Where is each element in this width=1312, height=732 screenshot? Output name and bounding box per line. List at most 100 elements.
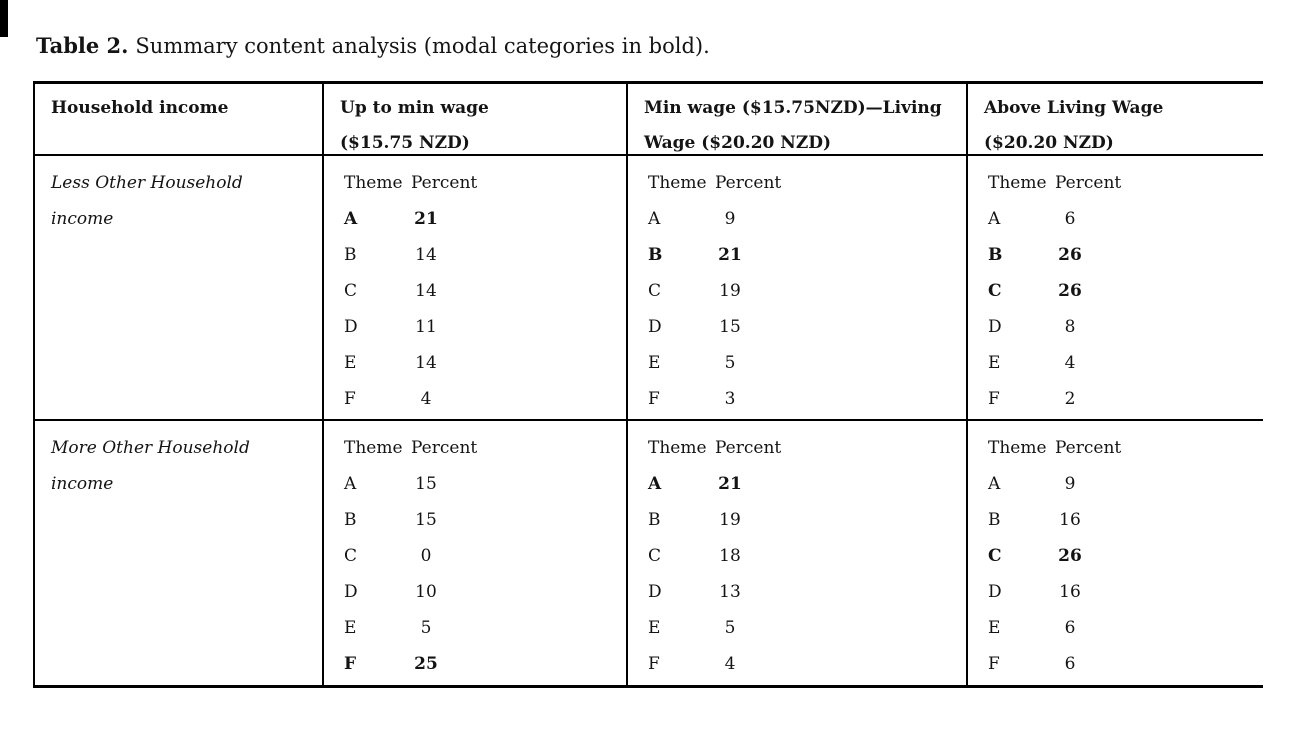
theme-label: E (344, 618, 357, 638)
theme-percent-subheader: Theme Percent (344, 430, 620, 466)
theme-percent-subheader: Theme Percent (988, 430, 1257, 466)
theme-row: E 14 (344, 345, 620, 381)
theme-label: F (344, 389, 356, 409)
theme-row: D 16 (988, 574, 1257, 610)
theme-label: F (344, 654, 357, 674)
theme-label: D (344, 317, 358, 337)
theme-percent-subheader: Theme Percent (648, 430, 960, 466)
theme-row: B 16 (988, 502, 1257, 538)
percent-value: 8 (1064, 317, 1076, 337)
theme-label: B (344, 510, 357, 530)
theme-row: C 26 (988, 538, 1257, 574)
percent-value: 5 (420, 618, 432, 638)
theme-column-label: Theme (988, 438, 1047, 458)
percent-value: 26 (1058, 281, 1082, 301)
percent-value: 6 (1064, 209, 1076, 229)
theme-label: F (988, 654, 1000, 674)
percent-value: 21 (718, 474, 742, 494)
theme-column-label: Theme (344, 173, 403, 193)
row-label-more-other-household-income: More Other Household income (35, 421, 324, 685)
header-up-to-min-wage: Up to min wage ($15.75 NZD) (324, 84, 628, 156)
theme-label: E (648, 353, 661, 373)
theme-label: D (988, 317, 1002, 337)
percent-value: 0 (420, 546, 432, 566)
theme-label: A (988, 209, 1001, 229)
theme-column-label: Theme (648, 438, 707, 458)
percent-value: 21 (718, 245, 742, 265)
percent-value: 3 (724, 389, 736, 409)
theme-row: B 19 (648, 502, 960, 538)
percent-value: 13 (719, 582, 741, 602)
percent-value: 16 (1059, 510, 1081, 530)
theme-label: A (648, 209, 661, 229)
percent-value: 10 (415, 582, 437, 602)
percent-value: 11 (415, 317, 437, 337)
theme-label: D (648, 582, 662, 602)
theme-row: B 21 (648, 237, 960, 273)
header-line: Wage ($20.20 NZD) (644, 133, 832, 153)
theme-row: C 19 (648, 273, 960, 309)
theme-row: B 14 (344, 237, 620, 273)
theme-row: C 26 (988, 273, 1257, 309)
theme-row: B 15 (344, 502, 620, 538)
theme-label: A (648, 474, 662, 494)
percent-value: 4 (420, 389, 432, 409)
theme-row: D 11 (344, 309, 620, 345)
percent-value: 5 (724, 353, 736, 373)
theme-row: C 18 (648, 538, 960, 574)
header-line: Household income (51, 98, 229, 118)
percent-value: 2 (1064, 389, 1076, 409)
percent-value: 26 (1058, 546, 1082, 566)
header-line: ($15.75 NZD) (340, 133, 470, 153)
page-edge-artifact (0, 0, 8, 37)
theme-percent-subheader: Theme Percent (648, 165, 960, 201)
percent-column-label: Percent (715, 173, 782, 193)
theme-row: D 10 (344, 574, 620, 610)
theme-label: B (344, 245, 357, 265)
header-line: Up to min wage (340, 98, 489, 118)
theme-row: D 15 (648, 309, 960, 345)
theme-label: B (648, 510, 661, 530)
theme-row: B 26 (988, 237, 1257, 273)
percent-value: 9 (1064, 474, 1076, 494)
theme-label: C (648, 546, 662, 566)
row-label-line: More Other Household (51, 438, 250, 458)
theme-label: F (648, 654, 660, 674)
theme-row: A 21 (344, 201, 620, 237)
theme-label: C (344, 546, 358, 566)
percent-value: 25 (414, 654, 438, 674)
percent-value: 18 (719, 546, 741, 566)
percent-value: 19 (719, 281, 741, 301)
percent-value: 14 (415, 245, 437, 265)
header-line: ($20.20 NZD) (984, 133, 1114, 153)
theme-label: D (988, 582, 1002, 602)
percent-column-label: Percent (411, 173, 478, 193)
theme-column-label: Theme (648, 173, 707, 193)
theme-label: E (988, 618, 1001, 638)
theme-label: C (648, 281, 662, 301)
header-line: Min wage ($15.75NZD)—Living (644, 98, 942, 118)
theme-label: D (344, 582, 358, 602)
row-label-line: income (51, 474, 114, 494)
row-label-line: income (51, 209, 114, 229)
percent-value: 5 (724, 618, 736, 638)
percent-value: 6 (1064, 654, 1076, 674)
percent-value: 15 (415, 510, 437, 530)
summary-content-analysis-table: Household income Up to min wage ($15.75 … (33, 81, 1263, 688)
theme-label: C (344, 281, 358, 301)
percent-column-label: Percent (1055, 438, 1122, 458)
theme-row: A 15 (344, 466, 620, 502)
theme-label: A (988, 474, 1001, 494)
